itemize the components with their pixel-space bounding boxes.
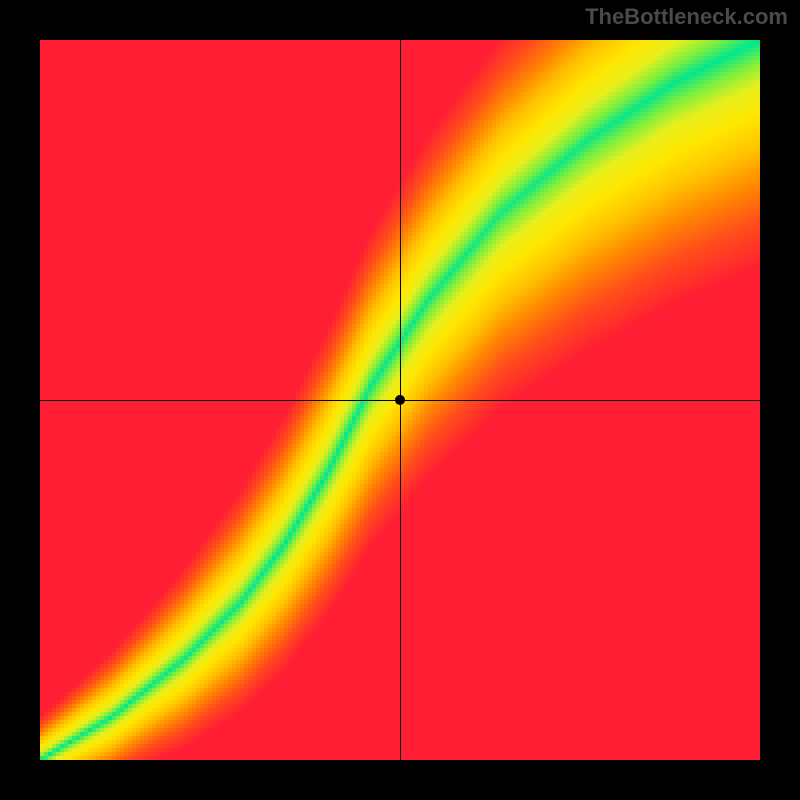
watermark-text: TheBottleneck.com bbox=[585, 4, 788, 30]
chart-frame: TheBottleneck.com bbox=[0, 0, 800, 800]
heatmap-canvas bbox=[40, 40, 760, 760]
plot-area bbox=[40, 40, 760, 760]
